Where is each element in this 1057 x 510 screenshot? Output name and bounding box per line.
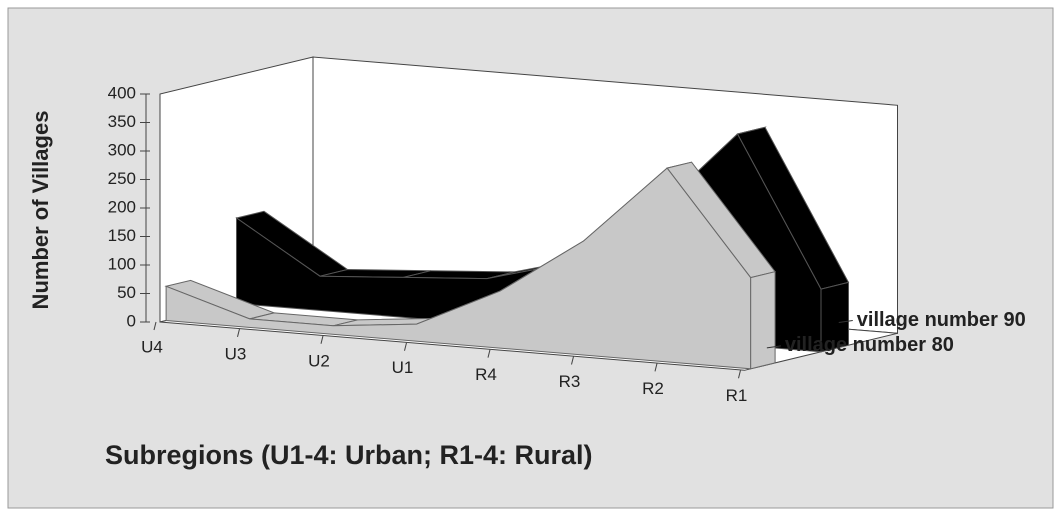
- y-tick-label: 200: [108, 197, 136, 216]
- y-tick-label: 400: [108, 83, 136, 102]
- y-tick-label: 100: [108, 254, 136, 273]
- y-tick-label: 300: [108, 140, 136, 159]
- legend-leader: [838, 319, 853, 323]
- x-tick-label: U1: [392, 358, 414, 377]
- y-tick-label: 150: [108, 226, 136, 245]
- x-tick: [320, 335, 324, 344]
- x-axis-title: Subregions (U1-4: Urban; R1-4: Rural): [105, 440, 593, 470]
- x-tick: [153, 321, 157, 331]
- x-tick-label: U3: [225, 344, 247, 363]
- x-tick: [571, 356, 574, 365]
- x-tick: [654, 363, 658, 372]
- plot: 0 50 100 150 200 250 300 350 400 U4 U3 U2 U1 R4 R3 R2 R1…: [108, 56, 1026, 405]
- legend-label: village number 90: [857, 309, 1026, 331]
- y-tick-label: 250: [108, 169, 136, 188]
- legend-leader: [766, 345, 781, 349]
- y-axis-title: Number of Villages: [28, 111, 53, 310]
- x-tick: [738, 370, 741, 379]
- y-tick-label: 0: [127, 311, 136, 330]
- ribbon-end: [750, 271, 776, 370]
- x-tick-label: R4: [475, 365, 497, 384]
- y-tick-label: 50: [117, 283, 136, 302]
- x-tick-label: U2: [308, 351, 330, 370]
- x-tick-label: U4: [141, 337, 163, 356]
- legend-label: village number 80: [785, 334, 954, 356]
- ribbon-face: [165, 167, 752, 370]
- x-tick: [487, 349, 491, 358]
- x-tick-label: R2: [642, 379, 664, 398]
- x-tick-label: R3: [559, 372, 581, 391]
- x-tick: [404, 342, 407, 351]
- x-tick: [237, 328, 240, 338]
- x-tick-label: R1: [726, 386, 748, 405]
- y-tick-label: 350: [108, 112, 136, 131]
